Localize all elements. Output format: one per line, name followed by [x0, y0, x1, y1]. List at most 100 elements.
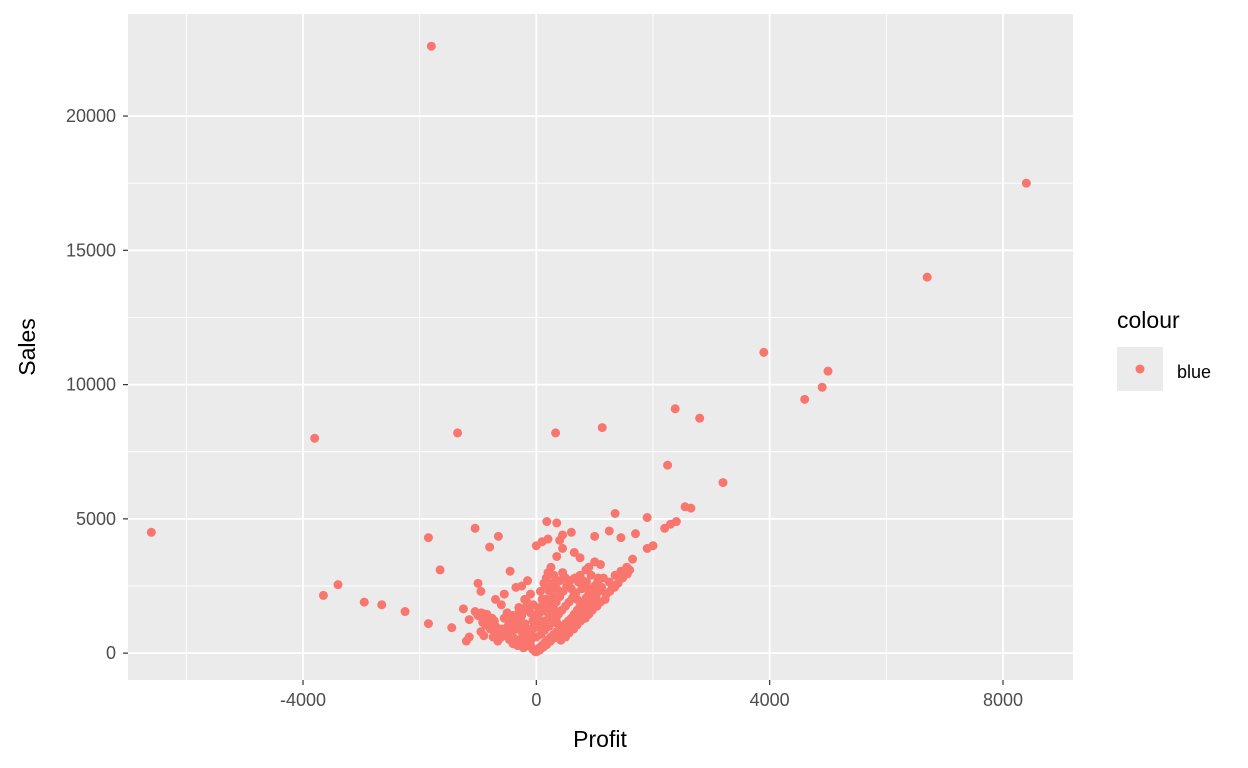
data-point: [817, 382, 827, 392]
x-tick-label: 0: [531, 690, 541, 710]
y-axis-ticks: 0 5000 10000 15000 20000: [66, 106, 128, 663]
x-axis-ticks: -4000 0 4000 8000: [280, 680, 1023, 710]
data-point: [670, 404, 680, 414]
x-tick-label: 4000: [750, 690, 790, 710]
data-point: [470, 523, 480, 533]
data-point: [551, 428, 561, 438]
data-point: [473, 578, 483, 588]
data-point: [473, 611, 483, 621]
data-point: [493, 531, 503, 541]
data-point: [146, 527, 156, 537]
data-point: [499, 589, 509, 599]
data-point: [548, 578, 558, 588]
data-point: [593, 573, 603, 583]
y-axis-title: Sales: [14, 318, 40, 376]
data-point: [522, 597, 532, 607]
data-point: [530, 623, 540, 633]
data-point: [458, 604, 468, 614]
data-point: [686, 503, 696, 513]
minor-gridlines: [128, 14, 1073, 680]
data-point: [542, 517, 552, 527]
data-point: [423, 619, 433, 629]
data-point: [695, 413, 705, 423]
data-point: [625, 565, 635, 575]
data-point: [546, 562, 556, 572]
data-point: [577, 584, 587, 594]
data-point: [359, 597, 369, 607]
data-point: [544, 586, 554, 596]
data-point: [552, 551, 562, 561]
data-point: [461, 636, 471, 646]
data-point: [479, 631, 489, 641]
data-point: [478, 617, 488, 627]
data-point: [718, 478, 728, 488]
data-point: [476, 586, 486, 596]
data-point: [447, 623, 457, 633]
data-point: [1021, 178, 1031, 188]
data-point: [500, 625, 510, 635]
x-axis-title: Profit: [573, 726, 627, 752]
legend-title: colour: [1117, 307, 1180, 333]
data-point: [648, 541, 658, 551]
data-point: [660, 523, 670, 533]
data-point: [663, 460, 673, 470]
data-point: [631, 529, 640, 539]
x-tick-label: -4000: [280, 690, 326, 710]
data-point: [596, 560, 605, 570]
data-point: [491, 594, 500, 604]
legend: colour blue: [1117, 307, 1211, 391]
data-point: [535, 608, 545, 618]
data-point: [535, 586, 545, 596]
data-point: [310, 433, 320, 443]
data-point: [558, 543, 568, 553]
data-point: [318, 590, 328, 600]
legend-key-point: [1135, 364, 1145, 374]
data-point: [610, 509, 620, 518]
data-point: [759, 347, 769, 357]
data-point: [584, 562, 594, 572]
data-point: [453, 428, 463, 438]
data-point: [464, 615, 474, 625]
data-point: [597, 582, 607, 592]
legend-entry-label: blue: [1177, 362, 1211, 382]
data-point: [575, 553, 585, 563]
data-point: [523, 576, 533, 586]
data-point: [642, 513, 652, 523]
data-point: [547, 613, 557, 623]
data-point: [400, 607, 410, 617]
data-point: [526, 589, 535, 599]
data-point: [552, 518, 562, 528]
data-point: [586, 570, 596, 580]
y-tick-label: 10000: [66, 375, 116, 395]
data-point: [569, 547, 579, 557]
data-point: [558, 530, 568, 540]
y-tick-label: 5000: [76, 509, 116, 529]
data-points: [146, 41, 1031, 657]
data-point: [550, 605, 560, 615]
data-point: [526, 608, 535, 618]
x-tick-label: 8000: [983, 690, 1023, 710]
data-point: [333, 580, 343, 590]
data-point: [800, 394, 810, 404]
data-point: [590, 531, 600, 541]
data-point: [543, 534, 553, 544]
y-tick-label: 20000: [66, 106, 116, 126]
data-point: [604, 526, 614, 536]
data-point: [549, 570, 559, 580]
data-point: [597, 423, 607, 433]
data-point: [423, 533, 433, 543]
data-point: [426, 41, 436, 51]
data-point: [485, 542, 495, 552]
data-point: [496, 600, 506, 610]
y-tick-label: 0: [106, 643, 116, 663]
data-point: [541, 594, 551, 604]
data-point: [556, 635, 566, 645]
data-point: [435, 565, 445, 575]
data-point: [499, 613, 509, 623]
y-tick-label: 15000: [66, 240, 116, 260]
data-point: [488, 632, 498, 642]
data-point: [551, 597, 561, 607]
data-point: [582, 577, 591, 587]
data-point: [377, 600, 387, 610]
